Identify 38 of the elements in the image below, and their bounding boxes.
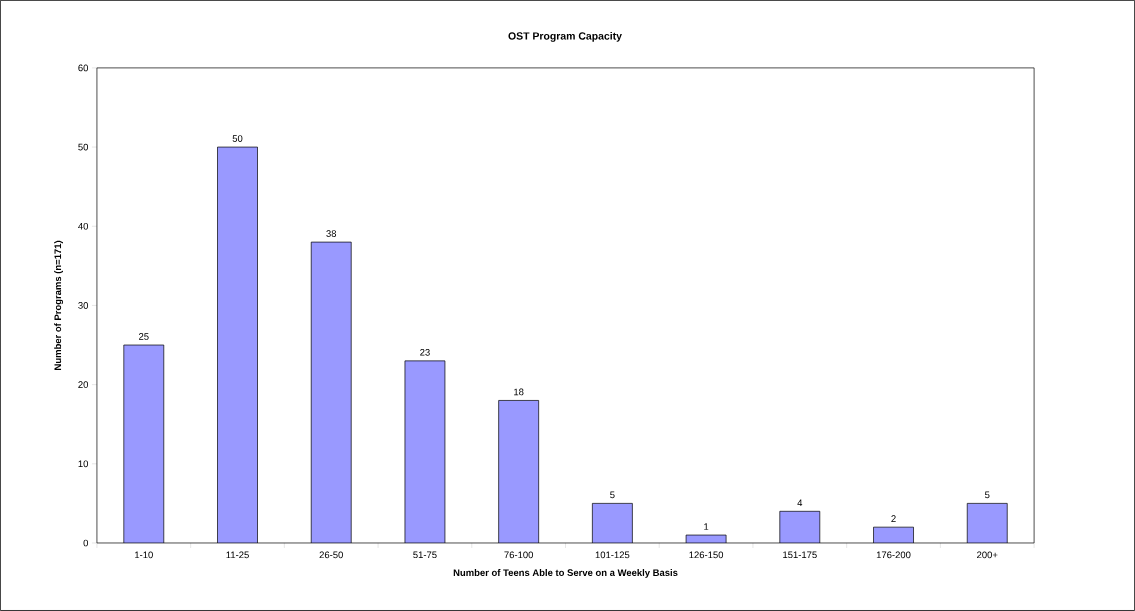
data-label: 2	[891, 515, 896, 522]
bar	[123, 344, 165, 544]
y-tick-label: 50	[78, 143, 89, 151]
x-axis-title: Number of Teens Able to Serve on a Weekly Basis	[453, 569, 678, 578]
x-tick-label: 151-175	[783, 551, 817, 559]
x-tick-label: 101-125	[595, 551, 630, 559]
y-axis-title: Number of Programs (n=171)	[54, 240, 64, 370]
bar	[310, 241, 352, 544]
data-label: 5	[984, 491, 990, 499]
bar	[966, 503, 1008, 544]
data-label: 38	[326, 230, 337, 237]
data-label: 50	[232, 135, 243, 142]
data-label: 5	[610, 491, 615, 499]
x-tick-label: 26-50	[319, 551, 343, 559]
x-tick-label: 76-100	[504, 551, 534, 559]
bar	[779, 511, 821, 544]
data-label: 18	[514, 388, 524, 396]
y-tick-label: 0	[83, 539, 89, 547]
x-tick-label: 51-75	[413, 551, 437, 559]
x-tick-label: 1-10	[135, 551, 153, 559]
bar	[498, 400, 540, 544]
x-tick-label: 11-25	[226, 551, 249, 559]
x-tick-label: 126-150	[689, 551, 724, 559]
y-tick-label: 10	[78, 460, 89, 468]
data-label: 23	[420, 349, 430, 356]
y-tick-label: 20	[78, 381, 89, 389]
data-label: 4	[797, 499, 803, 507]
x-tick-label: 176-200	[876, 551, 911, 559]
data-label: 25	[138, 333, 149, 340]
x-tick-label: 200+	[977, 551, 998, 559]
data-label: 1	[704, 523, 709, 530]
y-tick-label: 60	[78, 64, 89, 72]
bar	[592, 503, 633, 544]
y-tick-label: 40	[78, 222, 89, 230]
bar	[404, 360, 446, 544]
bar	[217, 146, 258, 544]
chart-title: OST Program Capacity	[508, 32, 622, 42]
y-tick-label: 30	[78, 302, 89, 309]
